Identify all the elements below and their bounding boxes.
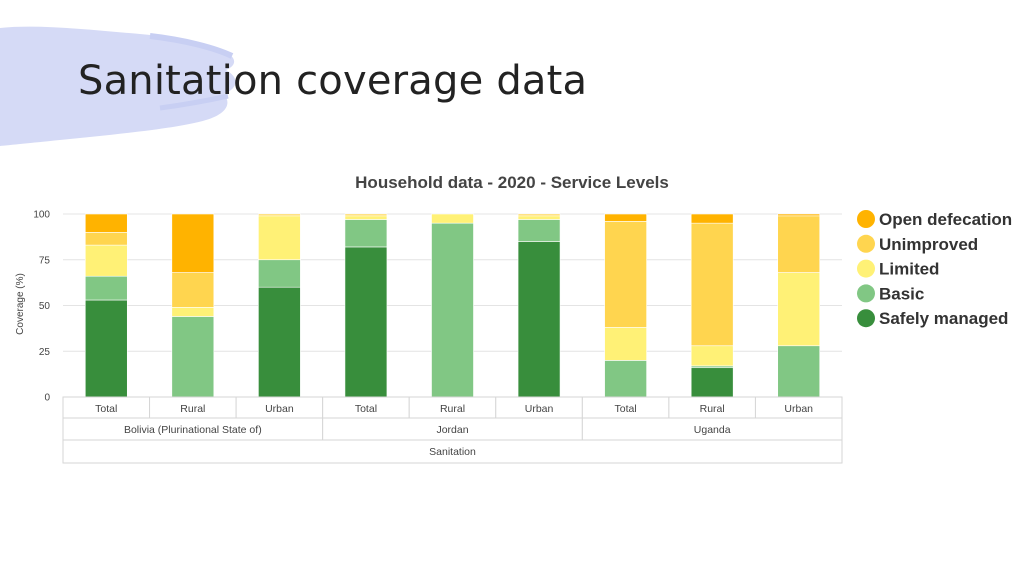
x-tick-label: Total — [355, 403, 377, 415]
y-tick-label: 50 — [39, 301, 51, 312]
bar-segment-unimproved — [258, 213, 301, 217]
legend-swatch — [857, 309, 875, 328]
legend-swatch — [857, 284, 875, 303]
bar-segment-unimproved — [690, 222, 734, 347]
bar-segment-unimproved — [777, 215, 821, 273]
bar-segment-safely-managed — [690, 367, 734, 398]
legend-label: Safely managed — [879, 309, 1008, 328]
group-label: Uganda — [694, 424, 731, 436]
bar-segment-open-defecation — [777, 213, 821, 217]
y-tick-label: 25 — [39, 347, 51, 358]
x-tick-label: Total — [615, 403, 637, 415]
bar-segment-basic — [171, 316, 215, 398]
y-tick-label: 100 — [33, 210, 50, 221]
bar-segment-limited — [431, 213, 474, 224]
bar-segment-limited — [171, 307, 215, 317]
y-tick-label: 0 — [44, 393, 50, 404]
bar-segment-open-defecation — [84, 213, 128, 233]
x-tick-label: Urban — [265, 403, 294, 415]
x-tick-label: Rural — [440, 403, 465, 415]
bar-segment-safely-managed — [344, 246, 388, 398]
bar-segment-limited — [690, 345, 734, 367]
x-tick-label: Rural — [180, 403, 205, 415]
x-tick-label: Total — [95, 403, 117, 415]
legend-label: Open defecation — [879, 210, 1012, 229]
bar-segment-limited — [258, 215, 301, 261]
bar-segment-basic — [517, 219, 561, 242]
legend-swatch — [857, 259, 875, 278]
bar-segment-unimproved — [344, 213, 388, 217]
bar-segment-unimproved — [84, 232, 128, 246]
x-tick-label: Rural — [700, 403, 725, 415]
legend-swatch — [857, 210, 875, 228]
super-group-cell — [62, 439, 843, 464]
group-label: Jordan — [436, 424, 468, 436]
y-tick-label: 75 — [39, 255, 51, 266]
bar-segment-limited — [344, 215, 388, 220]
bar-segment-open-defecation — [690, 213, 734, 224]
bar-segment-limited — [517, 215, 561, 220]
brush-stroke-decoration — [0, 26, 236, 146]
bar-segment-limited — [777, 272, 821, 347]
legend-label: Unimproved — [879, 235, 978, 254]
bar-segment-basic — [344, 219, 388, 248]
bar-segment-unimproved — [517, 213, 561, 217]
bar-segment-basic — [258, 259, 301, 288]
x-tick-label: Urban — [784, 403, 813, 415]
group-label: Bolivia (Plurinational State of) — [124, 424, 262, 436]
bar-segment-limited — [604, 327, 647, 361]
super-group-label: Sanitation — [429, 446, 476, 458]
bar-segment-safely-managed — [517, 241, 561, 398]
bar-segment-safely-managed — [84, 299, 128, 398]
bar-segment-limited — [84, 244, 128, 277]
bar-segment-basic — [84, 275, 128, 301]
legend-label: Basic — [879, 284, 924, 303]
bar-segment-safely-managed — [258, 286, 301, 398]
bar-segment-unimproved — [171, 272, 215, 308]
bar-segment-basic — [431, 222, 474, 398]
chart-title: Household data - 2020 - Service Levels — [355, 173, 669, 192]
bar-segment-basic — [604, 360, 647, 398]
x-tick-label: Urban — [525, 403, 554, 415]
bar-segment-open-defecation — [604, 213, 647, 222]
bar-segment-open-defecation — [171, 213, 215, 273]
legend-label: Limited — [879, 260, 939, 279]
slide-title: Sanitation coverage data — [78, 58, 588, 104]
y-axis-label: Coverage (%) — [15, 273, 26, 335]
bar-segment-unimproved — [604, 221, 647, 328]
legend-swatch — [857, 234, 875, 253]
bar-segment-basic — [777, 345, 821, 398]
